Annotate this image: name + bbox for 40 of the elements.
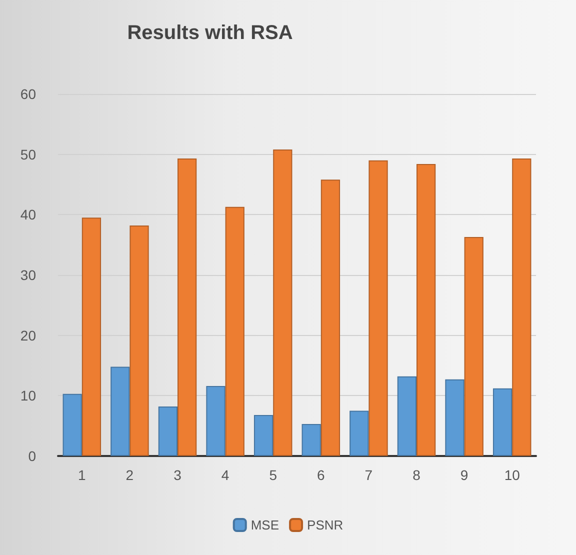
bar bbox=[273, 150, 292, 456]
legend-label: MSE bbox=[250, 518, 280, 532]
bar bbox=[492, 388, 512, 456]
bar bbox=[110, 366, 130, 456]
bar bbox=[320, 180, 340, 456]
bar bbox=[225, 206, 244, 456]
bar bbox=[302, 424, 321, 456]
bar bbox=[464, 236, 484, 456]
bar bbox=[512, 158, 532, 456]
x-tick-label: 4 bbox=[221, 467, 230, 483]
x-tick-label: 8 bbox=[412, 467, 421, 483]
bar bbox=[62, 394, 82, 456]
legend-label: PSNR bbox=[307, 518, 344, 532]
bar bbox=[206, 386, 226, 456]
y-tick-label: 60 bbox=[20, 86, 36, 102]
x-tick-label: 1 bbox=[78, 467, 86, 483]
x-tick-label: 9 bbox=[460, 467, 468, 483]
x-tick-label: 2 bbox=[126, 467, 134, 483]
bar bbox=[350, 410, 369, 456]
bar bbox=[130, 226, 149, 456]
x-tick-label: 3 bbox=[174, 467, 182, 483]
x-tick-label: 7 bbox=[364, 467, 373, 483]
bar bbox=[82, 218, 102, 456]
chart-title: Results with RSA bbox=[127, 22, 293, 44]
bar bbox=[445, 379, 464, 456]
bar bbox=[178, 158, 197, 456]
x-tick-label: 5 bbox=[269, 467, 278, 483]
y-tick-label: 10 bbox=[20, 388, 36, 404]
y-tick-label: 30 bbox=[20, 267, 36, 283]
bar bbox=[416, 164, 436, 456]
bar bbox=[368, 160, 388, 456]
y-tick-label: 0 bbox=[28, 448, 36, 464]
y-tick-label: 40 bbox=[20, 206, 36, 223]
bar bbox=[397, 376, 416, 456]
x-tick-label: 10 bbox=[504, 467, 520, 483]
bar bbox=[158, 406, 178, 456]
y-tick-label: 20 bbox=[20, 327, 36, 344]
x-tick-label: 6 bbox=[317, 467, 325, 483]
bar bbox=[254, 414, 274, 456]
y-tick-label: 50 bbox=[20, 146, 36, 162]
